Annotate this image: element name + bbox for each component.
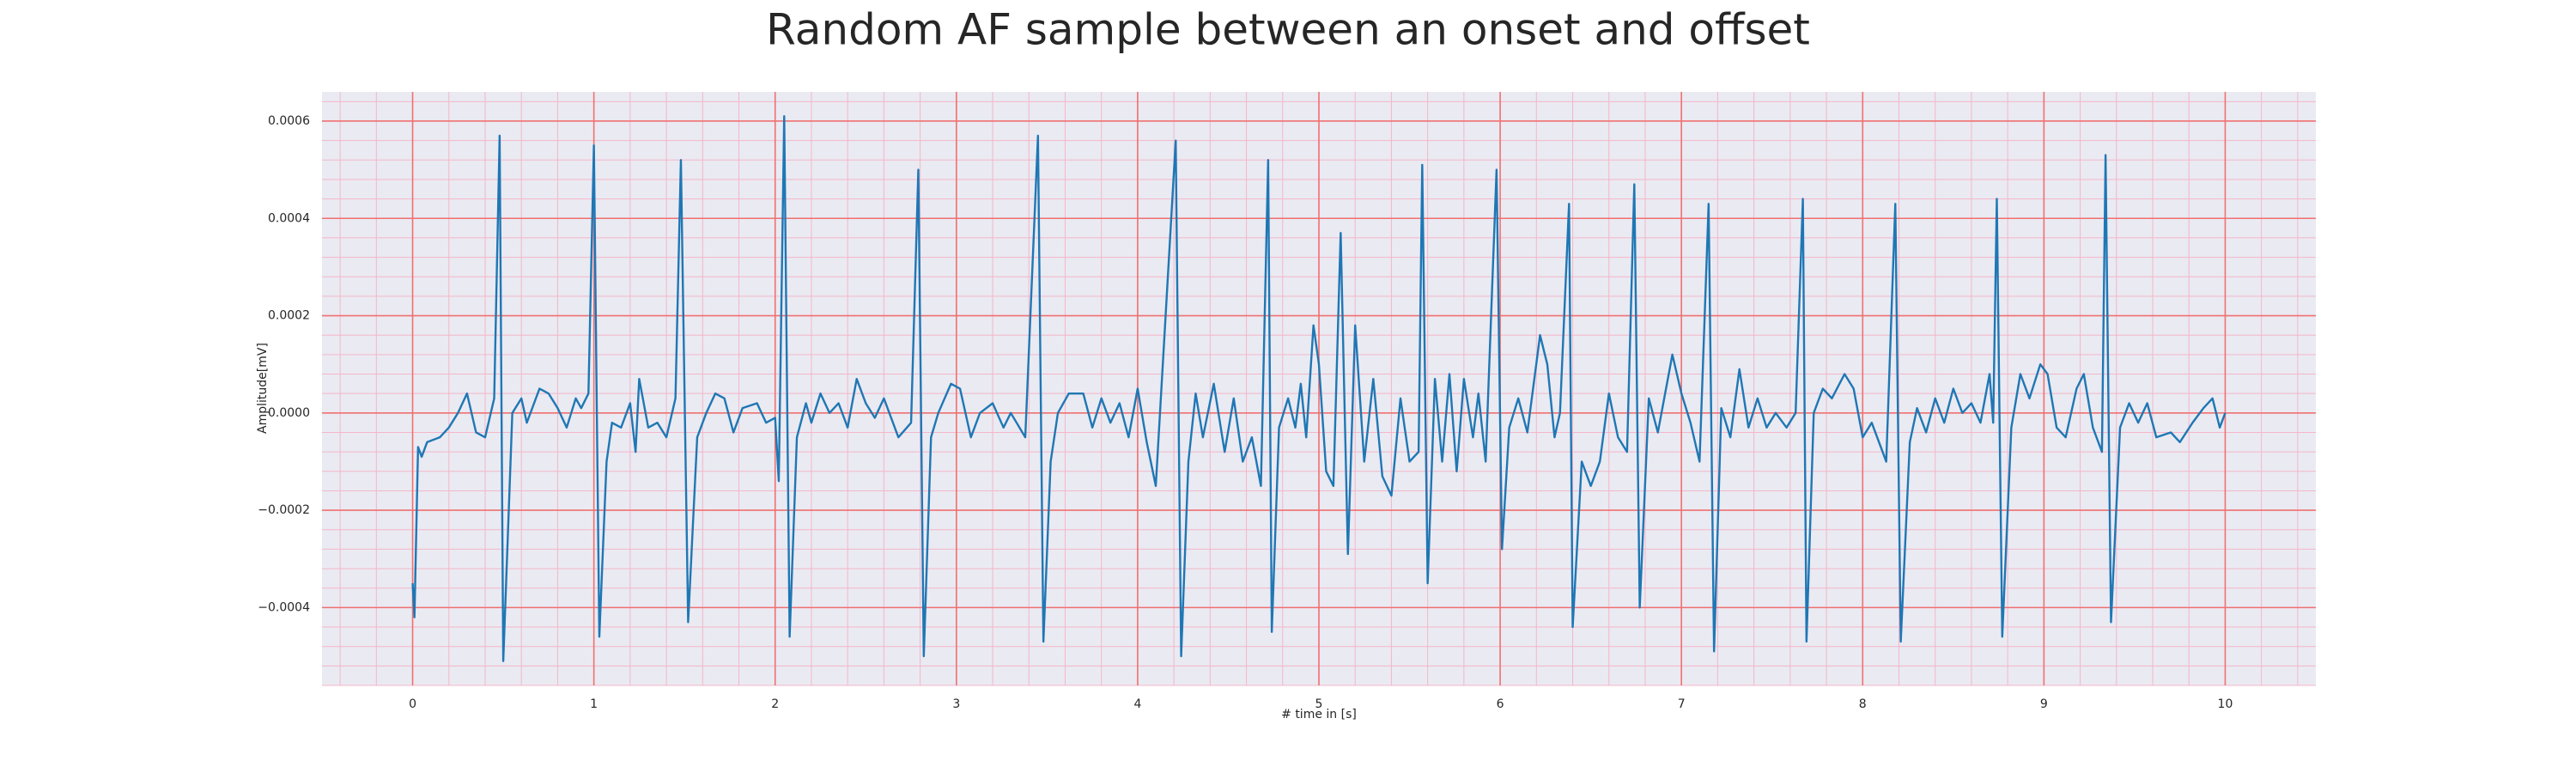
- y-tick-label: 0.0002: [268, 309, 310, 323]
- x-tick-label: 7: [1678, 697, 1686, 711]
- x-tick-label: 1: [590, 697, 598, 711]
- x-tick-label: 4: [1133, 697, 1141, 711]
- x-tick-label: 0: [409, 697, 416, 711]
- x-tick-label: 9: [2040, 697, 2048, 711]
- y-tick-label: 0.0004: [268, 211, 310, 225]
- y-tick-label: 0.0000: [268, 406, 310, 420]
- x-tick-label: 5: [1315, 697, 1323, 711]
- y-tick-label: −0.0004: [258, 600, 310, 614]
- signal-line: [411, 115, 2227, 662]
- x-tick-label: 6: [1497, 697, 1504, 711]
- y-tick-label: 0.0006: [268, 114, 310, 128]
- y-axis-label: Amplitude[mV]: [256, 343, 270, 434]
- chart-title: Random AF sample between an onset and of…: [766, 5, 1810, 55]
- x-tick-label: 10: [2218, 697, 2233, 711]
- y-tick-label: −0.0002: [258, 503, 310, 517]
- x-axis-label: # time in [s]: [1281, 708, 1357, 721]
- x-tick-label: 2: [771, 697, 779, 711]
- x-tick-label: 8: [1859, 697, 1867, 711]
- x-tick-label: 3: [952, 697, 960, 711]
